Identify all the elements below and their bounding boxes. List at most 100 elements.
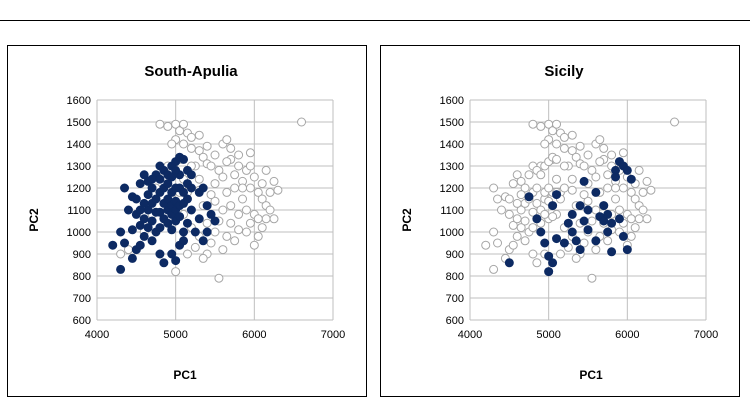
background-point [512, 214, 522, 224]
background-point [496, 205, 506, 215]
background-point [206, 161, 216, 171]
background-point [297, 117, 307, 127]
background-point [261, 165, 271, 175]
chart-title: Sicily [544, 63, 584, 80]
highlight-point [159, 258, 169, 268]
highlight-point [186, 205, 196, 215]
background-point [245, 218, 255, 228]
highlight-point [120, 238, 130, 248]
x-tick-label: 4000 [458, 329, 482, 341]
background-point [253, 231, 263, 241]
highlight-point [171, 256, 181, 266]
background-point [571, 253, 581, 263]
highlight-point [603, 227, 613, 237]
background-point [579, 161, 589, 171]
highlight-point [167, 172, 177, 182]
background-point [210, 179, 220, 189]
background-point [222, 187, 232, 197]
background-point [210, 150, 220, 160]
background-point [155, 119, 165, 129]
background-point [611, 194, 621, 204]
x-tick-label: 6000 [242, 329, 266, 341]
highlight-point [175, 212, 185, 222]
highlight-point [182, 218, 192, 228]
x-tick-label: 5000 [163, 329, 187, 341]
highlight-point [198, 236, 208, 246]
background-point [226, 143, 236, 153]
background-point [218, 245, 228, 255]
background-point [579, 190, 589, 200]
background-point [630, 223, 640, 233]
highlight-point [575, 245, 585, 255]
y-tick-label: 800 [446, 271, 464, 283]
background-point [249, 240, 259, 250]
background-point [508, 179, 518, 189]
y-tick-label: 700 [73, 293, 91, 305]
background-point [214, 273, 224, 283]
background-point [241, 227, 251, 237]
background-point [222, 157, 232, 167]
background-point [179, 119, 189, 129]
highlight-point [548, 258, 558, 268]
x-tick-label: 7000 [694, 329, 718, 341]
highlight-point [579, 176, 589, 186]
highlight-point [567, 227, 577, 237]
background-point [591, 245, 601, 255]
background-point [638, 205, 648, 215]
highlight-point [182, 194, 192, 204]
highlight-point [567, 209, 577, 219]
background-point [532, 183, 542, 193]
background-point [194, 146, 204, 156]
highlight-point [599, 201, 609, 211]
background-point [567, 174, 577, 184]
background-point [607, 150, 617, 160]
highlight-point [131, 194, 141, 204]
background-point [528, 249, 538, 259]
background-point [552, 174, 562, 184]
background-point [230, 236, 240, 246]
highlight-point [151, 207, 161, 217]
highlight-point [190, 227, 200, 237]
highlight-point [120, 183, 130, 193]
background-point [508, 240, 518, 250]
highlight-point [571, 236, 581, 246]
background-point [618, 183, 628, 193]
highlight-point [504, 258, 514, 268]
highlight-point [135, 179, 145, 189]
background-point [163, 121, 173, 131]
background-point [198, 253, 208, 263]
background-point [234, 209, 244, 219]
highlight-point [116, 227, 126, 237]
y-tick-label: 1000 [440, 227, 464, 239]
background-point [210, 227, 220, 237]
y-tick-label: 900 [73, 249, 91, 261]
highlight-point [202, 201, 212, 211]
background-point [186, 143, 196, 153]
x-tick-label: 7000 [321, 329, 345, 341]
background-point [249, 172, 259, 182]
background-point [630, 194, 640, 204]
highlight-point [206, 209, 216, 219]
background-point [642, 214, 652, 224]
chart-panel-sicily: Sicily PC2 PC1 600 700 800 900 1000 1100 1200 1… [380, 45, 740, 397]
highlight-point [108, 240, 118, 250]
background-point [265, 187, 275, 197]
highlight-point [536, 227, 546, 237]
background-point [269, 176, 279, 186]
background-point [245, 183, 255, 193]
background-point [222, 231, 232, 241]
background-point [552, 154, 562, 164]
highlight-point [127, 253, 137, 263]
highlight-point [563, 218, 573, 228]
y-axis-label: PC2 [27, 208, 41, 232]
background-point [614, 205, 624, 215]
highlight-point [182, 179, 192, 189]
background-point [520, 236, 530, 246]
background-point [241, 205, 251, 215]
background-point [257, 179, 267, 189]
background-point [520, 183, 530, 193]
x-axis-label: PC1 [173, 368, 197, 382]
highlight-point [626, 174, 636, 184]
y-tick-label: 1300 [440, 161, 464, 173]
background-point [548, 212, 558, 222]
